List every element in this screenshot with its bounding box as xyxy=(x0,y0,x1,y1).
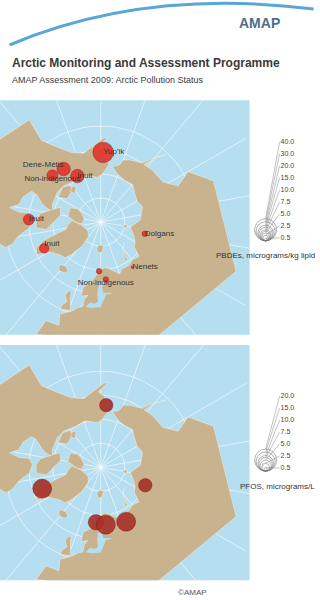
svg-text:7.5: 7.5 xyxy=(281,198,291,205)
svg-text:Inuit: Inuit xyxy=(77,171,93,180)
svg-text:30.0: 30.0 xyxy=(281,150,295,157)
svg-text:Inuit: Inuit xyxy=(29,214,45,223)
svg-text:10.0: 10.0 xyxy=(281,186,295,193)
svg-text:2.5: 2.5 xyxy=(281,452,291,459)
svg-text:2.5: 2.5 xyxy=(281,222,291,229)
svg-text:Non-indigenous: Non-indigenous xyxy=(24,174,80,183)
svg-text:10.0: 10.0 xyxy=(281,416,295,423)
svg-text:0.5: 0.5 xyxy=(281,464,291,471)
svg-text:5.0: 5.0 xyxy=(281,440,291,447)
svg-text:Dolgans: Dolgans xyxy=(145,229,174,238)
svg-text:PFOS, micrograms/L: PFOS, micrograms/L xyxy=(240,482,315,491)
svg-text:5.0: 5.0 xyxy=(281,210,291,217)
svg-text:Inuit: Inuit xyxy=(44,239,60,248)
svg-text:Dene-Métis: Dene-Métis xyxy=(23,160,64,169)
svg-text:7.5: 7.5 xyxy=(281,428,291,435)
svg-text:15.0: 15.0 xyxy=(281,174,295,181)
svg-text:20.0: 20.0 xyxy=(281,392,295,399)
svg-text:15.0: 15.0 xyxy=(281,404,295,411)
svg-text:20.0: 20.0 xyxy=(281,162,295,169)
svg-text:AMAP: AMAP xyxy=(239,15,280,31)
svg-text:40.0: 40.0 xyxy=(281,138,295,145)
svg-text:0.5: 0.5 xyxy=(281,234,291,241)
svg-text:Nenets: Nenets xyxy=(132,262,157,271)
svg-text:Yup'ik: Yup'ik xyxy=(103,147,125,156)
svg-text:AMAP Assessment 2009: Arctic P: AMAP Assessment 2009: Arctic Pollution S… xyxy=(12,75,203,85)
svg-text:Non-indigenous: Non-indigenous xyxy=(78,278,134,287)
svg-text:©AMAP: ©AMAP xyxy=(178,588,207,597)
svg-text:PBDEs, micrograms/kg lipid: PBDEs, micrograms/kg lipid xyxy=(216,251,315,260)
svg-text:Arctic Monitoring and Assessme: Arctic Monitoring and Assessment Program… xyxy=(12,56,280,70)
